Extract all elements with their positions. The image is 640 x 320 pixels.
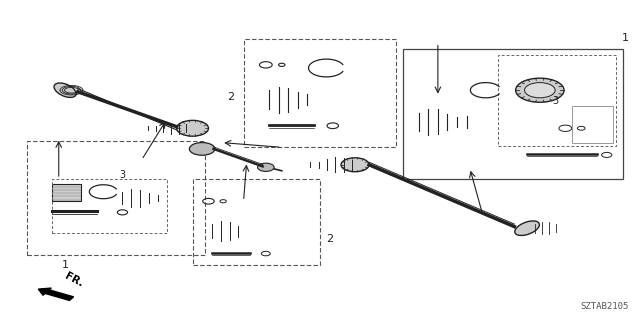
Circle shape xyxy=(525,83,555,98)
Circle shape xyxy=(177,120,209,136)
Text: 3: 3 xyxy=(120,170,125,180)
Circle shape xyxy=(341,158,369,172)
Text: 1: 1 xyxy=(622,33,629,43)
Ellipse shape xyxy=(54,83,76,97)
Text: 1: 1 xyxy=(61,260,68,270)
Ellipse shape xyxy=(515,221,540,236)
Circle shape xyxy=(516,78,564,102)
Circle shape xyxy=(189,142,215,155)
Text: SZTAB2105: SZTAB2105 xyxy=(580,302,629,311)
Circle shape xyxy=(257,163,274,172)
FancyArrow shape xyxy=(38,288,74,300)
Text: 3: 3 xyxy=(552,96,559,106)
Text: 2: 2 xyxy=(227,92,234,101)
Text: FR.: FR. xyxy=(63,271,85,289)
FancyBboxPatch shape xyxy=(52,184,81,201)
Text: 2: 2 xyxy=(326,234,333,244)
